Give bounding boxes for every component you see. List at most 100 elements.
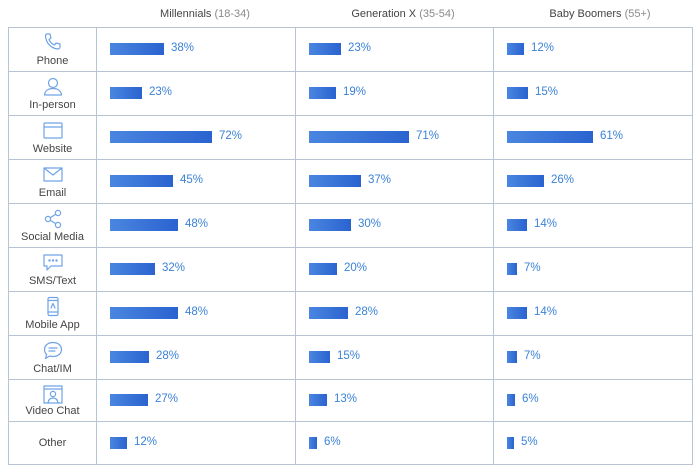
column-header-baby-boomers: Baby Boomers (55+) <box>549 8 651 20</box>
row-label-cell: Mobile App <box>9 292 97 335</box>
table-row-chat-im: Chat/IM 28% 15% 7% <box>9 336 693 380</box>
table-row-social-media: Social Media 48% 30% 14% <box>9 204 693 248</box>
row-label: Video Chat <box>25 405 80 417</box>
value-label: 7% <box>524 350 541 362</box>
bar-video-chat-millennials <box>110 394 148 406</box>
row-label: In-person <box>29 99 76 111</box>
bar-mobile-app-generation-x <box>309 307 348 319</box>
value-cell: 20% <box>296 248 494 291</box>
table-row-in-person: In-person 23% 19% 15% <box>9 72 693 116</box>
value-cell: 19% <box>296 72 494 115</box>
value-label: 12% <box>531 42 555 54</box>
table-row-phone: Phone 38% 23% 12% <box>9 28 693 72</box>
value-label: 13% <box>334 393 358 405</box>
bar-website-baby-boomers <box>507 131 593 143</box>
value-cell: 30% <box>296 204 494 247</box>
value-cell: 6% <box>494 380 693 421</box>
row-label-cell: In-person <box>9 72 97 115</box>
message-bubble-icon <box>41 251 65 273</box>
value-label: 19% <box>343 86 367 98</box>
table-row-mobile-app: Mobile App 48% 28% 14% <box>9 292 693 336</box>
value-cell: 28% <box>97 336 296 379</box>
value-label: 6% <box>522 393 539 405</box>
table-row-video-chat: Video Chat 27% 13% 6% <box>9 380 693 422</box>
value-label: 23% <box>348 42 372 54</box>
value-label: 48% <box>185 218 209 230</box>
bar-website-millennials <box>110 131 212 143</box>
person-icon <box>41 75 65 97</box>
value-cell: 28% <box>296 292 494 335</box>
value-label: 30% <box>358 218 382 230</box>
bar-phone-baby-boomers <box>507 43 524 55</box>
column-header-millennials: Millennials (18-34) <box>160 8 250 20</box>
bar-social-media-baby-boomers <box>507 219 527 231</box>
bar-social-media-generation-x <box>309 219 351 231</box>
row-label: Email <box>38 187 67 199</box>
row-label: Social Media <box>21 231 84 243</box>
value-cell: 14% <box>494 204 693 247</box>
value-label: 28% <box>355 306 379 318</box>
value-cell: 45% <box>97 160 296 203</box>
value-label: 72% <box>219 130 243 142</box>
bar-website-generation-x <box>309 131 409 143</box>
value-cell: 14% <box>494 292 693 335</box>
row-label: Other <box>38 437 67 449</box>
table-row-other: Other 12% 6% 5% <box>9 422 693 465</box>
value-label: 71% <box>416 130 440 142</box>
bar-other-generation-x <box>309 437 317 449</box>
value-cell: 71% <box>296 116 494 159</box>
bar-other-baby-boomers <box>507 437 514 449</box>
value-label: 15% <box>535 86 559 98</box>
value-label: 6% <box>324 436 341 448</box>
bar-phone-generation-x <box>309 43 341 55</box>
value-cell: 26% <box>494 160 693 203</box>
value-label: 37% <box>368 174 392 186</box>
value-cell: 37% <box>296 160 494 203</box>
value-label: 28% <box>156 350 180 362</box>
value-cell: 6% <box>296 422 494 464</box>
phone-icon <box>41 31 65 53</box>
row-label: Website <box>32 143 73 155</box>
channel-preference-table: Phone 38% 23% 12% In-person 23% 19% 15% Website 7… <box>8 27 693 465</box>
value-label: 14% <box>534 218 558 230</box>
value-label: 48% <box>185 306 209 318</box>
value-cell: 7% <box>494 336 693 379</box>
column-header-row: Millennials (18-34) Generation X (35-54)… <box>0 0 700 30</box>
bar-sms-text-millennials <box>110 263 155 275</box>
value-cell: 15% <box>494 72 693 115</box>
value-label: 38% <box>171 42 195 54</box>
video-chat-icon <box>41 383 65 405</box>
row-label-cell: Chat/IM <box>9 336 97 379</box>
value-cell: 15% <box>296 336 494 379</box>
row-label: SMS/Text <box>28 275 77 287</box>
value-cell: 48% <box>97 204 296 247</box>
value-cell: 12% <box>494 28 693 71</box>
value-label: 12% <box>134 436 158 448</box>
row-label: Mobile App <box>25 319 80 331</box>
row-label-cell: Video Chat <box>9 380 97 421</box>
value-label: 20% <box>344 262 368 274</box>
row-label: Phone <box>36 55 69 67</box>
bar-phone-millennials <box>110 43 164 55</box>
row-label-cell: Social Media <box>9 204 97 247</box>
row-label-cell: Email <box>9 160 97 203</box>
value-label: 26% <box>551 174 575 186</box>
value-cell: 23% <box>97 72 296 115</box>
value-label: 23% <box>149 86 173 98</box>
share-nodes-icon <box>41 207 65 229</box>
value-label: 15% <box>337 350 361 362</box>
bar-social-media-millennials <box>110 219 178 231</box>
value-cell: 5% <box>494 422 693 464</box>
browser-window-icon <box>41 119 65 141</box>
table-row-email: Email 45% 37% 26% <box>9 160 693 204</box>
value-label: 61% <box>600 130 624 142</box>
value-cell: 48% <box>97 292 296 335</box>
bar-in-person-millennials <box>110 87 142 99</box>
bar-sms-text-baby-boomers <box>507 263 517 275</box>
value-label: 32% <box>162 262 186 274</box>
smartphone-icon <box>41 295 65 317</box>
value-cell: 12% <box>97 422 296 464</box>
value-cell: 7% <box>494 248 693 291</box>
bar-mobile-app-millennials <box>110 307 178 319</box>
envelope-icon <box>41 163 65 185</box>
